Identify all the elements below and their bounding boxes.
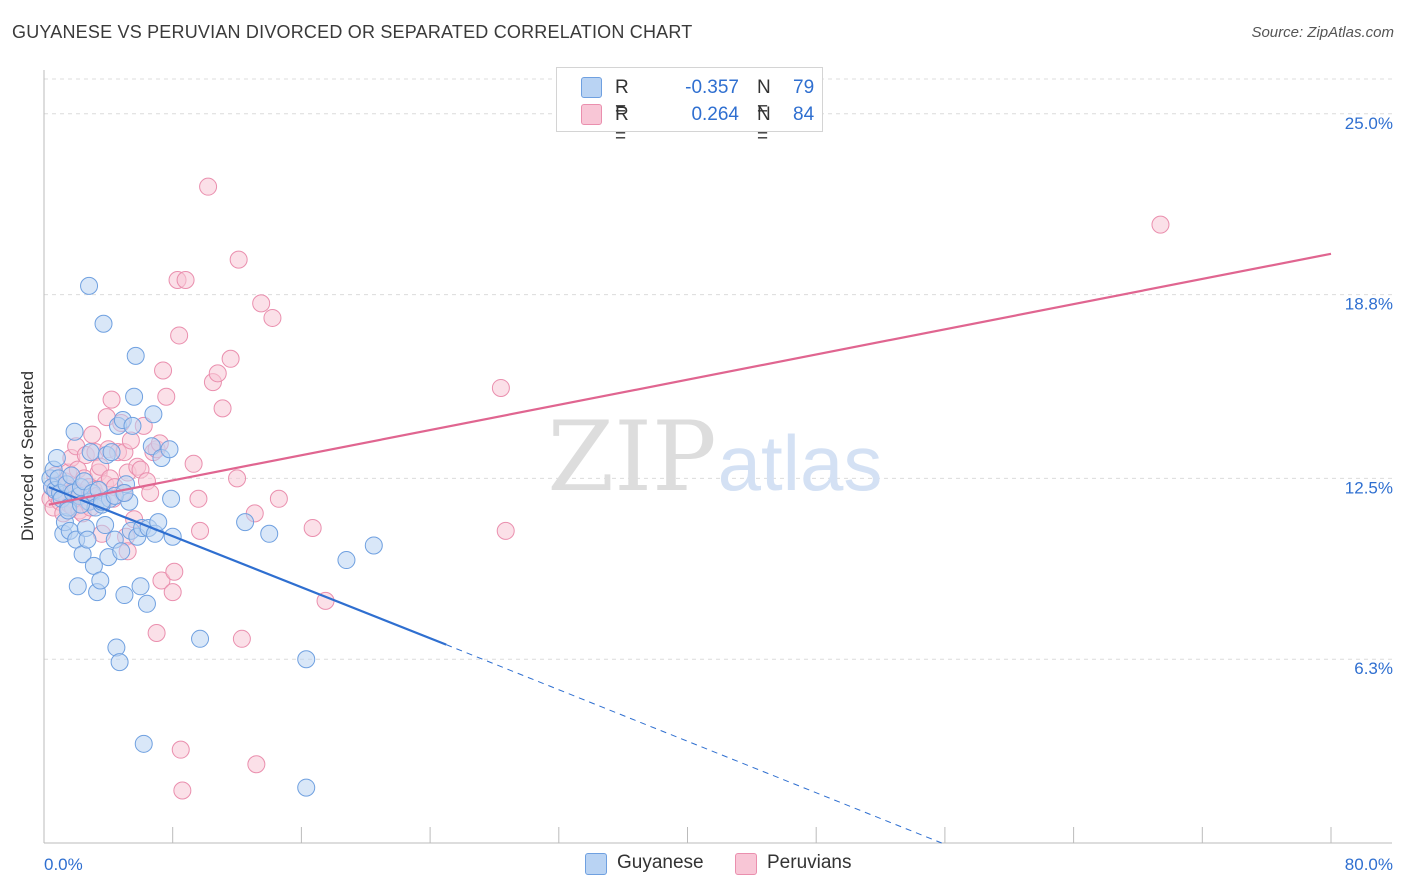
legend-r-label: R = xyxy=(615,104,629,147)
peruvians-point xyxy=(163,583,182,602)
peruvians-point xyxy=(173,781,192,800)
peruvians-point xyxy=(165,562,184,581)
y-tick-label: 25.0% xyxy=(1345,114,1393,133)
guyanese-point xyxy=(260,524,279,543)
peruvians-point xyxy=(252,294,271,313)
chart-title: GUYANESE VS PERUVIAN DIVORCED OR SEPARAT… xyxy=(12,22,693,42)
legend-n-value: 84 xyxy=(793,104,815,125)
axis-labels: 6.3% 12.5% 18.8% 25.0% 0.0% 80.0% Divorced or … xyxy=(18,114,1393,874)
guyanese-point xyxy=(364,536,383,555)
bottom-legend-label: Guyanese xyxy=(617,852,704,873)
peruvians-point xyxy=(228,469,247,488)
peruvians-point xyxy=(232,629,251,648)
guyanese-point xyxy=(65,422,84,441)
guyanese-point xyxy=(91,571,110,590)
legend-r-value: 0.264 xyxy=(691,104,739,125)
guyanese-point xyxy=(236,513,255,532)
guyanese-point xyxy=(137,594,156,613)
legend-r-label: R = xyxy=(615,77,629,120)
trend-lines xyxy=(48,252,1332,844)
axes xyxy=(43,70,1392,844)
guyanese-point xyxy=(337,551,356,570)
peruvians-point xyxy=(184,454,203,473)
bottom-legend-swatch-guyanese xyxy=(585,853,607,875)
watermark: ZIP atlas xyxy=(547,401,882,513)
guyanese-point xyxy=(162,489,181,508)
peruvians-point xyxy=(189,489,208,508)
peruvians-point xyxy=(191,521,210,540)
legend-swatch-peruvians xyxy=(581,104,602,125)
peruvians-point xyxy=(221,349,240,368)
guyanese-point xyxy=(297,650,316,669)
peruvians-point xyxy=(496,521,515,540)
peruvians-point xyxy=(269,489,288,508)
guyanese-point xyxy=(144,405,163,424)
correlation-legend: R = -0.357 N = 79 R = 0.264 N = 84 xyxy=(556,67,823,147)
source-label: Source: ZipAtlas.com xyxy=(1251,24,1394,41)
peruvians-point xyxy=(263,308,282,327)
x-tick-label-max: 80.0% xyxy=(1345,855,1393,874)
guyanese-point xyxy=(102,443,121,462)
guyanese-point xyxy=(94,314,113,333)
guyanese-point xyxy=(123,416,142,435)
guyanese-points xyxy=(41,276,383,797)
guyanese-point xyxy=(160,440,179,459)
guyanese-point xyxy=(78,530,97,549)
y-tick-label: 6.3% xyxy=(1354,659,1393,678)
peruvians-point xyxy=(303,518,322,537)
peruvians-point xyxy=(213,399,232,418)
peruvians-point xyxy=(247,755,266,774)
guyanese-point xyxy=(112,542,131,561)
guyanese-point xyxy=(47,448,66,467)
bottom-legend-swatch-peruvians xyxy=(735,853,757,875)
peruvians-point xyxy=(491,378,510,397)
legend-swatch-guyanese xyxy=(581,77,602,98)
guyanese-point xyxy=(80,276,99,295)
peruvians-point xyxy=(208,364,227,383)
bottom-legend-label: Peruvians xyxy=(767,852,852,873)
guyanese-point xyxy=(81,443,100,462)
legend-n-label: N = xyxy=(757,77,771,120)
x-tick-label-min: 0.0% xyxy=(44,855,83,874)
guyanese-point xyxy=(126,346,145,365)
peruvians-point xyxy=(154,361,173,380)
peruvians-point xyxy=(171,740,190,759)
y-tick-label: 18.8% xyxy=(1345,295,1393,314)
guyanese-point xyxy=(125,387,144,406)
y-axis-label: Divorced or Separated xyxy=(18,371,37,541)
peruvians-point xyxy=(229,250,248,269)
guyanese-point xyxy=(191,629,210,648)
guyanese-point xyxy=(96,516,115,535)
peruvians-point xyxy=(1151,215,1170,234)
peruvians-point xyxy=(147,623,166,642)
peruvians-point xyxy=(102,390,121,409)
peruvians-point xyxy=(176,271,195,290)
guyanese-point xyxy=(68,577,87,596)
legend-n-value: 79 xyxy=(793,77,815,98)
guyanese-point xyxy=(72,495,91,514)
legend-r-value: -0.357 xyxy=(685,77,739,98)
watermark-zip: ZIP xyxy=(547,401,716,513)
peruvians-point xyxy=(170,326,189,345)
guyanese-point xyxy=(131,577,150,596)
guyanese-point xyxy=(142,437,161,456)
peruvians-point xyxy=(199,177,218,196)
grid-lines xyxy=(44,78,1392,660)
legend-n-label: N = xyxy=(757,104,771,147)
guyanese-trend-extension xyxy=(446,644,942,844)
guyanese-point xyxy=(134,734,153,753)
guyanese-point xyxy=(110,653,129,672)
guyanese-point xyxy=(107,638,126,657)
peruvians-point xyxy=(83,425,102,444)
guyanese-point xyxy=(115,483,134,502)
peruvians-point xyxy=(157,387,176,406)
y-tick-label: 12.5% xyxy=(1345,478,1393,497)
guyanese-point xyxy=(115,586,134,605)
peruvians-point xyxy=(152,571,171,590)
guyanese-trend-line xyxy=(48,486,447,646)
guyanese-point xyxy=(297,778,316,797)
peruvians-trend-line xyxy=(48,252,1332,506)
watermark-atlas: atlas xyxy=(718,419,883,507)
